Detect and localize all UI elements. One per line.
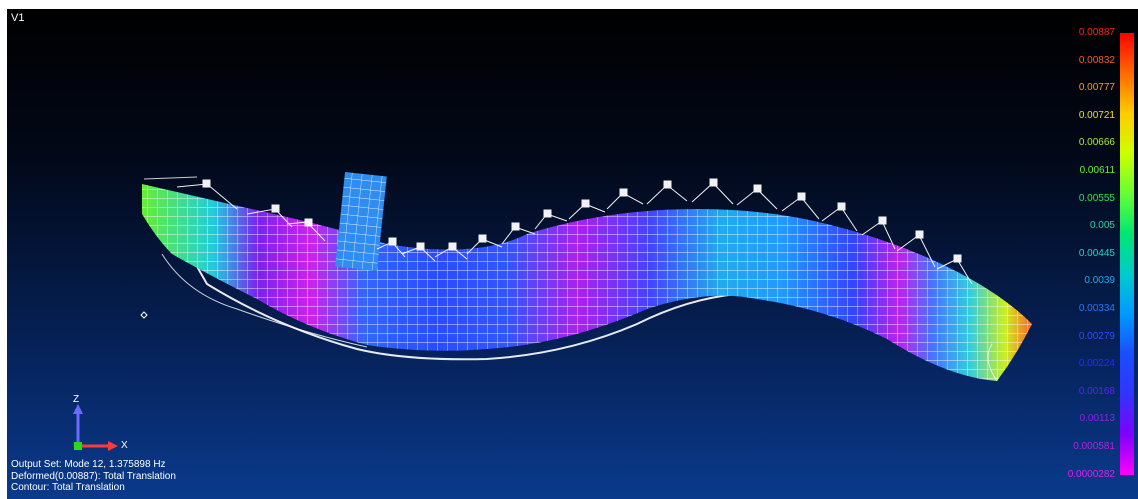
legend-value-0: 0.00887: [1078, 27, 1115, 38]
legend-value-11: 0.00279: [1078, 330, 1115, 342]
legend-value-5: 0.00611: [1079, 165, 1115, 176]
tower-structure: [335, 172, 387, 271]
output-info: Output Set: Mode 12, 1.375898 Hz Deforme…: [11, 459, 176, 494]
legend-value-1: 0.00832: [1078, 54, 1115, 66]
legend-value-15: 0.000581: [1073, 441, 1115, 452]
contour-legend-bar: [1120, 33, 1134, 475]
deformed-mesh-model[interactable]: [7, 9, 1138, 499]
graphics-viewport[interactable]: V1: [7, 9, 1138, 499]
legend-value-10: 0.00334: [1078, 303, 1115, 314]
contour-text: Contour: Total Translation: [11, 482, 125, 493]
cable-supports: [176, 178, 973, 285]
node-marker: [140, 311, 148, 319]
hull-outline: [143, 176, 998, 382]
legend-value-2: 0.00777: [1078, 82, 1115, 94]
coordinate-triad: Z X: [62, 394, 142, 454]
legend-value-16: 0.0000282: [1067, 468, 1115, 480]
legend-value-6: 0.00555: [1078, 192, 1115, 204]
legend-value-13: 0.00168: [1078, 385, 1115, 397]
legend-value-8: 0.00445: [1078, 247, 1115, 259]
legend-value-7: 0.005: [1089, 220, 1115, 232]
triad-x-label: X: [121, 440, 128, 451]
view-label: V1: [11, 12, 25, 24]
legend-value-14: 0.00113: [1079, 413, 1115, 425]
triad-z-label: Z: [73, 394, 80, 405]
legend-value-3: 0.00721: [1078, 109, 1115, 121]
output-set-text: Output Set: Mode 12, 1.375898 Hz: [11, 459, 166, 470]
triad-axes-icon: [73, 404, 118, 451]
legend-value-12: 0.00224: [1078, 358, 1115, 370]
legend-value-9: 0.0039: [1084, 275, 1115, 287]
deformed-text: Deformed(0.00887): Total Translation: [11, 470, 176, 482]
legend-value-4: 0.00666: [1078, 137, 1115, 149]
